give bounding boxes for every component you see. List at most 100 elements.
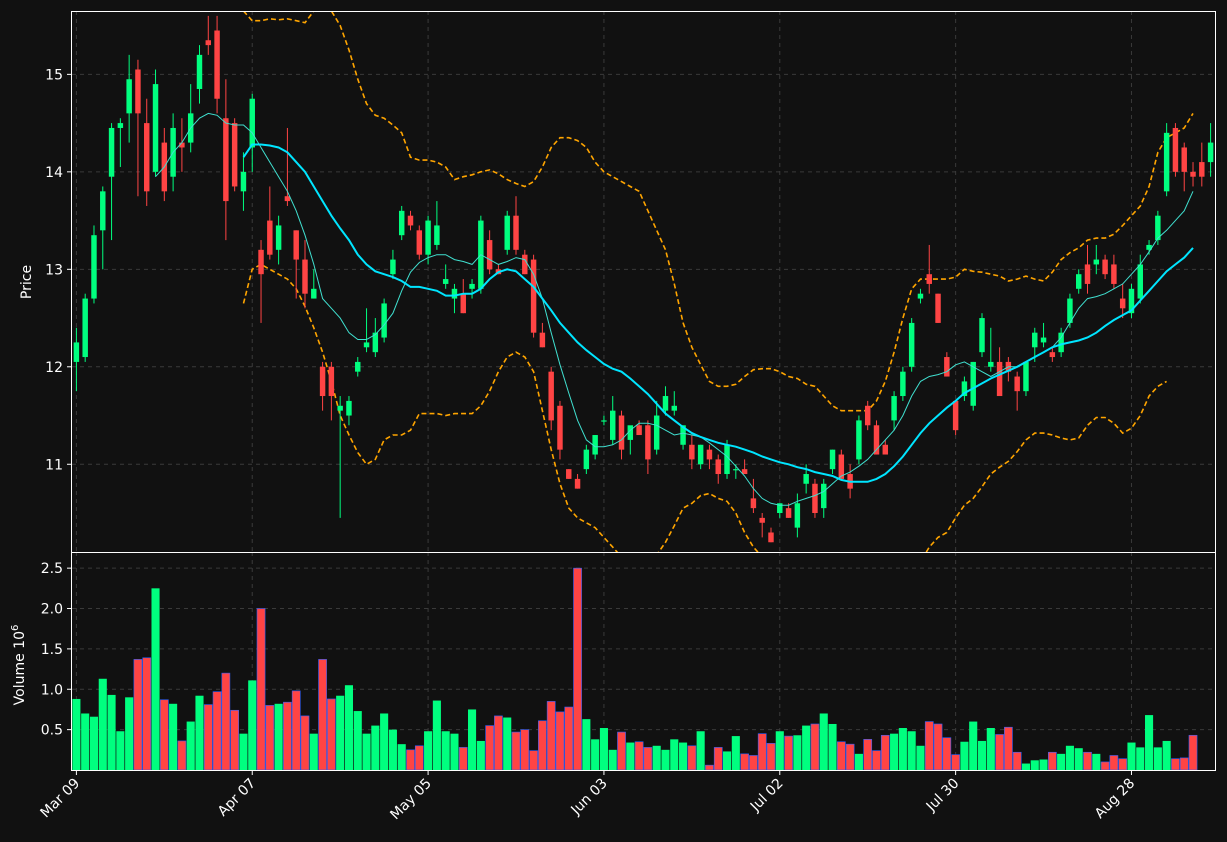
volume-bar xyxy=(731,736,740,770)
candle-body-down xyxy=(785,508,792,518)
volume-bar xyxy=(397,744,406,770)
candle-body-up xyxy=(979,318,985,353)
candle-body-up xyxy=(196,54,203,89)
volume-bar xyxy=(845,743,855,771)
candle-body-down xyxy=(231,123,238,187)
upper-band-line xyxy=(242,11,1194,412)
volume-bar xyxy=(1145,715,1154,770)
candle-body-up xyxy=(108,127,115,177)
volume-bar xyxy=(300,715,310,771)
candle-body-down xyxy=(873,425,880,455)
volume-grid xyxy=(72,552,1215,770)
volume-bar xyxy=(775,731,784,770)
candle-body-down xyxy=(1111,264,1117,284)
volume-bar xyxy=(705,764,714,771)
long-moving-average-line xyxy=(242,143,1194,483)
volume-bar xyxy=(819,713,828,770)
candle-body-down xyxy=(284,196,291,202)
volume-bar xyxy=(1004,726,1013,771)
volume-bar xyxy=(1074,748,1083,770)
candle-body-down xyxy=(566,469,572,479)
volume-bar xyxy=(476,740,485,770)
volume-bar xyxy=(371,725,380,770)
bollinger-bands xyxy=(242,11,1194,552)
candle-body-up xyxy=(434,225,440,245)
volume-bar xyxy=(336,695,345,770)
candle-body-down xyxy=(302,259,308,294)
volume-bar xyxy=(670,739,679,770)
volume-bar xyxy=(511,731,521,771)
volume-bar xyxy=(212,691,222,771)
candle-body-up xyxy=(961,381,968,397)
candle-body-up xyxy=(794,503,801,528)
volume-bar xyxy=(951,754,960,771)
volume-bar xyxy=(318,659,327,771)
volume-bar xyxy=(880,734,890,771)
candle-body-up xyxy=(1128,288,1135,314)
volume-bar xyxy=(1136,747,1145,770)
volume-bar xyxy=(1021,763,1031,770)
candle-body-up xyxy=(733,469,739,471)
candle-body-down xyxy=(944,357,950,377)
volume-bar xyxy=(274,703,283,770)
candle-body-up xyxy=(671,405,677,411)
volume-bar xyxy=(634,741,644,771)
volume-bar xyxy=(432,700,441,770)
volume-panel-frame xyxy=(71,552,1216,771)
candle-body-up xyxy=(970,361,976,406)
candle-body-down xyxy=(1119,298,1126,309)
candle-body-up xyxy=(1040,337,1047,343)
candle-body-down xyxy=(882,444,889,455)
candle-body-up xyxy=(891,396,897,421)
volume-bar xyxy=(309,733,318,770)
candle-body-down xyxy=(1049,352,1056,358)
volume-bar xyxy=(344,685,354,770)
volume-bar xyxy=(749,755,758,771)
volume-bar xyxy=(450,733,459,770)
candle-body-up xyxy=(601,420,607,422)
volume-bar xyxy=(414,745,424,771)
candle-body-down xyxy=(460,293,466,314)
candle-body-down xyxy=(715,459,721,475)
volume-bar xyxy=(599,728,608,770)
candle-body-up xyxy=(1207,142,1214,163)
volume-bar xyxy=(159,699,169,771)
candle-body-down xyxy=(144,123,150,192)
volume-bar xyxy=(784,735,793,771)
candle-body-up xyxy=(1032,332,1038,348)
volume-bar xyxy=(406,749,415,771)
candle-body-down xyxy=(416,230,423,255)
volume-y-ticks: 0.5 1.0 1.5 2.0 2.5 xyxy=(41,561,72,739)
candle-body-down xyxy=(1199,162,1205,177)
candle-body-down xyxy=(548,371,554,421)
candle-body-up xyxy=(425,220,431,255)
candle-body-up xyxy=(697,444,704,465)
candle-body-up xyxy=(311,288,317,299)
volume-bar xyxy=(995,734,1004,771)
candle-body-down xyxy=(935,293,941,323)
candle-body-up xyxy=(1137,264,1143,299)
candle-body-down xyxy=(645,425,651,460)
candle-body-up xyxy=(469,283,475,289)
volume-bar xyxy=(1065,745,1074,770)
candle-body-up xyxy=(653,415,660,450)
volume-bar xyxy=(230,709,240,771)
candle-body-up xyxy=(73,342,80,362)
candle-body-up xyxy=(1093,259,1100,265)
volume-bar xyxy=(538,720,547,771)
candle-body-up xyxy=(390,259,396,275)
candle-body-down xyxy=(557,405,563,450)
volume-bar xyxy=(986,728,995,770)
candle-body-down xyxy=(530,259,537,333)
volume-bar xyxy=(81,713,90,770)
candle-body-up xyxy=(100,191,106,231)
volume-bar xyxy=(1162,740,1171,770)
volume-bar xyxy=(1179,757,1189,771)
candle-body-down xyxy=(319,366,326,397)
volume-bar xyxy=(1188,734,1198,771)
volume-bar xyxy=(546,701,556,771)
candle-body-down xyxy=(223,118,229,202)
price-tick-label: 15 xyxy=(45,67,63,83)
volume-bar xyxy=(1083,751,1092,771)
volume-bar xyxy=(652,745,661,770)
